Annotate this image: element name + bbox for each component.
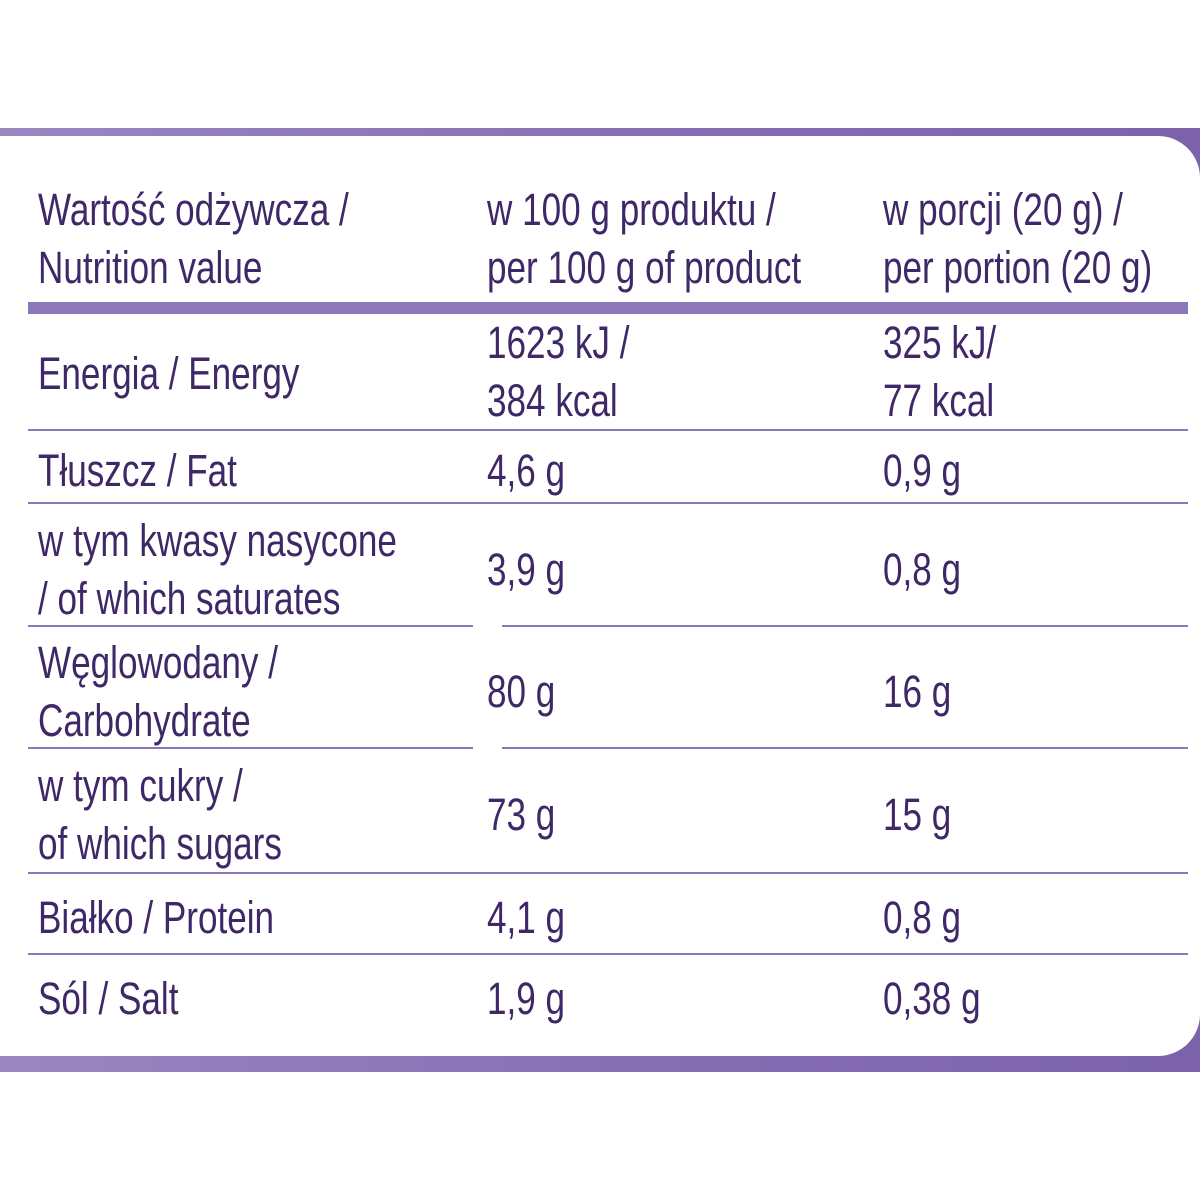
row-divider xyxy=(28,429,1188,431)
header-per-portion: w porcji (20 g) / per portion (20 g) xyxy=(883,184,1153,293)
header-nutrition-value: Wartość odżywcza / Nutrition value xyxy=(38,184,349,293)
header-divider xyxy=(28,302,1188,314)
row-saturates-label: w tym kwasy nasycone / of which saturates xyxy=(38,515,397,624)
header-per-100g: w 100 g produktu / per 100 g of product xyxy=(487,184,802,293)
row-protein-portion: 0,8 g xyxy=(883,892,962,943)
row-energy-per100: 1623 kJ /384 kcal xyxy=(487,317,630,426)
row-divider xyxy=(28,625,1188,627)
row-carbohydrate-per100: 80 g xyxy=(487,666,556,717)
nutrition-panel xyxy=(0,136,1200,1056)
row-carbohydrate-portion: 16 g xyxy=(883,666,952,717)
row-energy-portion: 325 kJ/77 kcal xyxy=(883,317,997,426)
row-divider xyxy=(28,872,1188,874)
row-sugars-portion: 15 g xyxy=(883,789,952,840)
row-fat-portion: 0,9 g xyxy=(883,445,962,496)
row-protein-label: Białko / Protein xyxy=(38,892,275,943)
row-fat-label: Tłuszcz / Fat xyxy=(38,445,237,496)
row-salt-label: Sól / Salt xyxy=(38,973,179,1024)
row-divider xyxy=(28,953,1188,955)
row-saturates-per100: 3,9 g xyxy=(487,544,566,595)
row-carbohydrate-label: Węglowodany / Carbohydrate xyxy=(38,637,278,746)
row-sugars-per100: 73 g xyxy=(487,789,556,840)
row-sugars-label: w tym cukry / of which sugars xyxy=(38,760,282,869)
row-divider xyxy=(28,747,1188,749)
row-divider xyxy=(28,502,1188,504)
row-saturates-portion: 0,8 g xyxy=(883,544,962,595)
row-salt-portion: 0,38 g xyxy=(883,973,981,1024)
row-energy-label: Energia / Energy xyxy=(38,348,300,399)
row-salt-per100: 1,9 g xyxy=(487,973,566,1024)
row-fat-per100: 4,6 g xyxy=(487,445,566,496)
row-protein-per100: 4,1 g xyxy=(487,892,566,943)
